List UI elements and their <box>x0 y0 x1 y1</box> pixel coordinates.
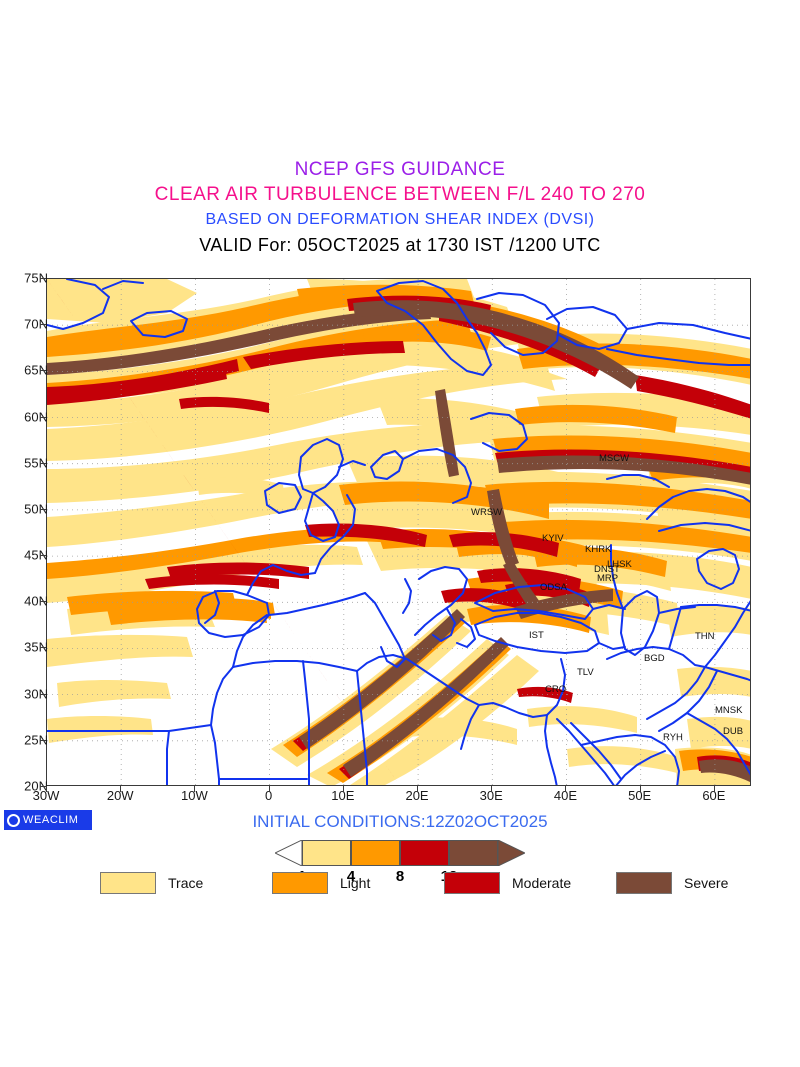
lat-tick-mark <box>40 370 46 372</box>
lon-tick-label-10W: 10W <box>181 788 208 803</box>
lat-tick-mark <box>40 647 46 649</box>
colorbar <box>273 839 527 867</box>
lat-tick-label-60N: 60N <box>24 409 48 425</box>
lon-tick-label-10E: 10E <box>331 788 355 803</box>
lat-tick-label-55N: 55N <box>24 455 48 471</box>
initial-conditions-label: INITIAL CONDITIONS:12Z02OCT2025 <box>252 812 548 831</box>
lat-tick-mark <box>40 693 46 695</box>
lon-tick-label-0: 0 <box>265 788 273 803</box>
legend-label-trace: Trace <box>168 875 204 891</box>
colorbar-tick-4: 4 <box>346 868 356 885</box>
title-line-method: BASED ON DEFORMATION SHEAR INDEX (DVSI) <box>205 211 595 228</box>
colorbar-cap-left-outline <box>273 839 303 867</box>
lon-tick-label-60E: 60E <box>702 788 726 803</box>
svg-text:BGD: BGD <box>644 653 665 664</box>
svg-text:LHSK: LHSK <box>607 559 632 570</box>
weaclim-logo-label: WEACLIM <box>23 814 79 826</box>
lat-tick-label-40N: 40N <box>24 593 48 609</box>
svg-text:WRSW: WRSW <box>471 507 502 518</box>
colorbar-segment-trace <box>302 840 351 866</box>
lon-tick-mark <box>491 786 493 792</box>
lat-tick-label-20N: 20N <box>24 778 48 794</box>
map-container[interactable]: MSCW WRSW KYIV KHRK LHSK DNST MRP ODSA I… <box>46 278 751 786</box>
legend-swatch-trace <box>100 872 156 894</box>
lat-tick-mark <box>40 462 46 464</box>
lat-tick-label-30N: 30N <box>24 686 48 702</box>
lat-tick-label-25N: 25N <box>24 732 48 748</box>
svg-text:MRP: MRP <box>597 573 618 584</box>
legend-item-moderate: Moderate <box>444 872 571 894</box>
lon-tick-mark <box>46 786 47 792</box>
legend-label-moderate: Moderate <box>512 875 572 891</box>
svg-text:ODSA: ODSA <box>540 582 568 593</box>
legend-item-severe: Severe <box>616 872 728 894</box>
legend-item-trace: Trace <box>100 872 203 894</box>
lon-tick-label-20W: 20W <box>106 788 134 803</box>
svg-text:TLV: TLV <box>577 667 594 678</box>
svg-text:KYIV: KYIV <box>542 533 564 544</box>
svg-text:RYH: RYH <box>663 732 683 743</box>
turbulence-map: MSCW WRSW KYIV KHRK LHSK DNST MRP ODSA I… <box>47 279 750 785</box>
lon-tick-mark <box>639 786 641 792</box>
lon-tick-label-40E: 40E <box>553 788 578 803</box>
lat-tick-mark <box>40 508 46 510</box>
svg-text:CRO: CRO <box>545 684 566 695</box>
colorbar-segment-moderate <box>400 840 449 866</box>
title-line-valid-time: VALID For: 05OCT2025 at 1730 IST /1200 U… <box>199 235 601 255</box>
legend-label-light: Light <box>340 875 371 891</box>
legend-swatch-moderate <box>444 872 500 894</box>
lat-tick-mark <box>40 601 46 603</box>
lat-tick-mark <box>40 786 46 787</box>
lat-tick-mark <box>40 278 46 279</box>
circle-logo-icon <box>7 813 20 827</box>
legend-swatch-severe <box>616 872 672 894</box>
lon-tick-mark <box>342 786 344 792</box>
lon-tick-mark <box>268 786 270 792</box>
lat-tick-label-75N: 75N <box>24 270 48 286</box>
lat-tick-label-35N: 35N <box>24 639 48 655</box>
legend-swatch-light <box>272 872 328 894</box>
lon-tick-label-30E: 30E <box>479 788 503 803</box>
svg-text:KHRK: KHRK <box>585 544 612 555</box>
lon-tick-label-50E: 50E <box>628 788 652 803</box>
lon-tick-mark <box>565 786 567 792</box>
legend-label-severe: Severe <box>684 875 729 891</box>
svg-text:MNSK: MNSK <box>715 705 743 716</box>
lon-tick-label-30W: 30W <box>32 788 60 803</box>
svg-text:DUB: DUB <box>723 726 743 737</box>
svg-text:DNST: DNST <box>594 564 620 575</box>
lon-tick-mark <box>120 786 122 792</box>
lon-tick-mark <box>713 786 715 792</box>
weaclim-logo[interactable]: WEACLIM <box>4 810 92 830</box>
title-block: NCEP GFS GUIDANCE CLEAR AIR TURBULENCE B… <box>0 158 800 258</box>
colorbar-cap-right <box>497 839 527 867</box>
city-label-group: MSCW WRSW KYIV KHRK LHSK DNST MRP ODSA I… <box>471 453 743 743</box>
title-line-product: CLEAR AIR TURBULENCE BETWEEN F/L 240 TO … <box>154 184 646 205</box>
lon-tick-mark <box>194 786 196 792</box>
lat-tick-label-45N: 45N <box>24 547 48 563</box>
map-frame: MSCW WRSW KYIV KHRK LHSK DNST MRP ODSA I… <box>46 278 751 786</box>
lat-tick-mark <box>40 739 46 741</box>
lat-tick-mark <box>40 555 46 557</box>
lon-tick-label-20E: 20E <box>405 788 429 803</box>
colorbar-segment-light <box>351 840 400 866</box>
lat-tick-label-65N: 65N <box>24 362 48 378</box>
svg-text:MSCW: MSCW <box>599 453 629 464</box>
legend-item-light: Light <box>272 872 370 894</box>
svg-text:THN: THN <box>695 631 715 642</box>
lat-tick-mark <box>40 416 46 418</box>
svg-text:IST: IST <box>529 630 544 641</box>
colorbar-tick-8: 8 <box>395 868 405 885</box>
lat-tick-mark <box>40 324 46 326</box>
lat-tick-label-50N: 50N <box>24 501 48 517</box>
title-line-agency: NCEP GFS GUIDANCE <box>294 159 506 180</box>
colorbar-segment-severe <box>449 840 498 866</box>
lon-tick-mark <box>417 786 419 792</box>
lat-tick-label-70N: 70N <box>24 316 48 332</box>
